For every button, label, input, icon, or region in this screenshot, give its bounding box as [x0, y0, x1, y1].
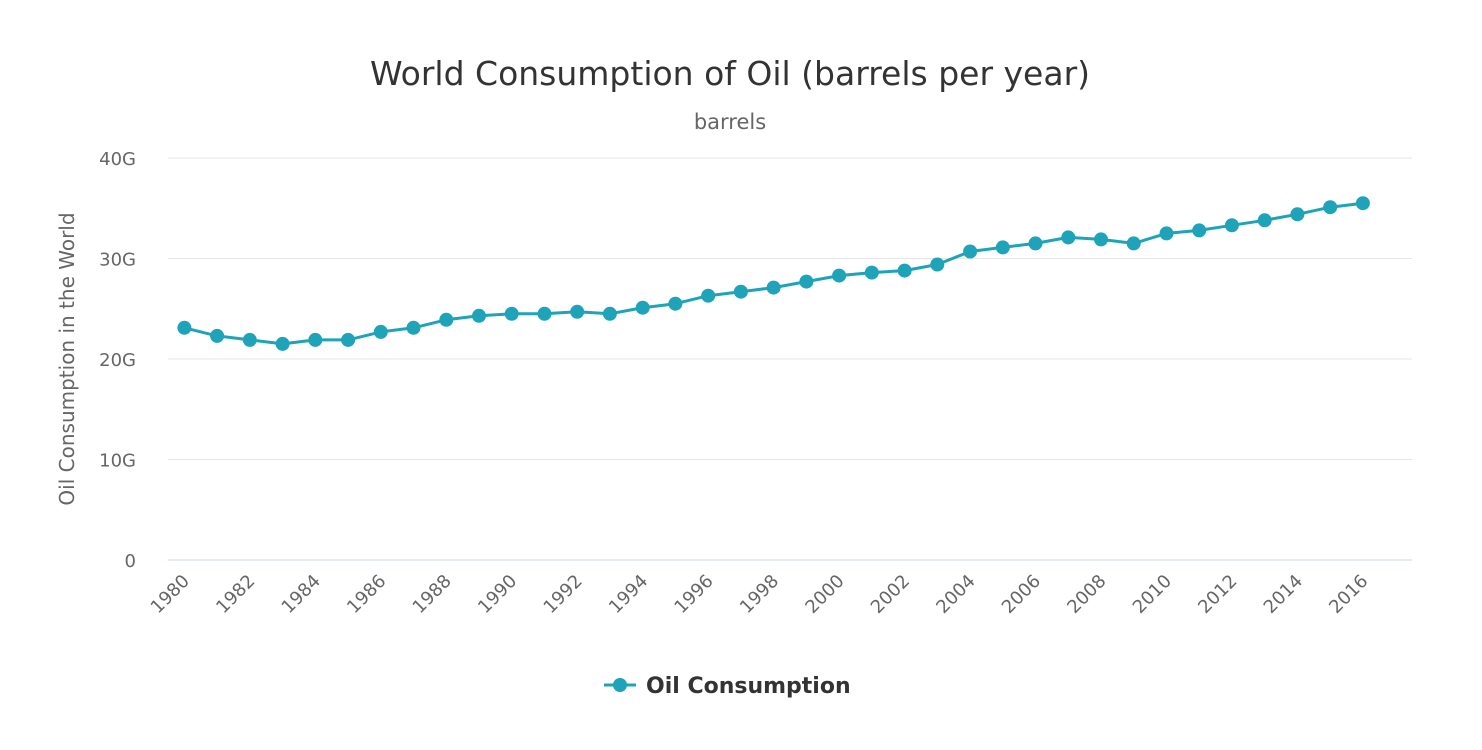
- data-point[interactable]: [1159, 226, 1174, 241]
- data-point[interactable]: [1028, 236, 1043, 251]
- series-oil-consumption: [177, 196, 1370, 351]
- x-tick-label: 2000: [801, 571, 848, 618]
- x-tick-label: 1994: [605, 571, 652, 618]
- data-point[interactable]: [210, 328, 225, 343]
- data-point[interactable]: [635, 300, 650, 315]
- data-point[interactable]: [373, 324, 388, 339]
- data-point[interactable]: [1323, 200, 1338, 215]
- x-tick-label: 1982: [212, 571, 259, 618]
- x-tick-label: 2008: [1063, 571, 1110, 618]
- data-point[interactable]: [1126, 236, 1141, 251]
- chart-subtitle: barrels: [694, 110, 766, 134]
- data-point[interactable]: [242, 332, 257, 347]
- y-tick-label: 0: [125, 551, 136, 572]
- data-point[interactable]: [406, 320, 421, 335]
- chart-title: World Consumption of Oil (barrels per ye…: [370, 54, 1090, 93]
- data-point[interactable]: [275, 336, 290, 351]
- x-tick-label: 2002: [867, 571, 914, 618]
- data-point[interactable]: [897, 263, 912, 278]
- data-point[interactable]: [341, 332, 356, 347]
- x-tick-label: 1992: [540, 571, 587, 618]
- data-point[interactable]: [570, 304, 585, 319]
- x-tick-label: 1996: [670, 571, 717, 618]
- data-point[interactable]: [1355, 196, 1370, 211]
- grid-lines: [168, 157, 1412, 460]
- data-point[interactable]: [602, 306, 617, 321]
- legend-dot-marker: [613, 678, 627, 692]
- data-point[interactable]: [177, 320, 192, 335]
- x-axis-ticks: 1980 1982 1984 1986 1988 1990 1992 1994 1996 1998…: [147, 571, 1373, 618]
- x-tick-label: 1984: [278, 571, 325, 618]
- x-tick-label: 2012: [1194, 571, 1241, 618]
- data-point[interactable]: [504, 306, 519, 321]
- y-tick-label: 30G: [99, 250, 136, 271]
- y-axis-label: Oil Consumption in the World: [55, 212, 79, 505]
- x-tick-label: 2010: [1129, 571, 1176, 618]
- data-point[interactable]: [733, 284, 748, 299]
- data-point[interactable]: [995, 240, 1010, 255]
- data-point[interactable]: [1224, 218, 1239, 233]
- data-point[interactable]: [668, 296, 683, 311]
- legend-label-oil-consumption: Oil Consumption: [646, 674, 851, 699]
- x-tick-label: 2006: [998, 571, 1045, 618]
- data-point[interactable]: [701, 288, 716, 303]
- x-tick-label: 1980: [147, 571, 194, 618]
- x-tick-label: 1986: [343, 571, 390, 618]
- data-point[interactable]: [1257, 213, 1272, 228]
- data-point[interactable]: [1290, 207, 1305, 222]
- y-tick-label: 20G: [99, 350, 136, 371]
- series-line: [184, 201, 1364, 346]
- data-point[interactable]: [1061, 230, 1076, 245]
- y-axis-ticks: 0 10G 20G 30G 40G: [99, 149, 136, 572]
- x-tick-label: 1998: [736, 571, 783, 618]
- data-point[interactable]: [1192, 223, 1207, 238]
- data-point[interactable]: [1094, 232, 1108, 247]
- x-tick-label: 1988: [409, 571, 456, 618]
- data-point[interactable]: [439, 312, 454, 327]
- data-point[interactable]: [799, 274, 814, 289]
- data-point[interactable]: [537, 306, 552, 321]
- x-tick-label: 2014: [1260, 571, 1307, 618]
- x-tick-label: 1990: [474, 571, 521, 618]
- data-point[interactable]: [308, 332, 323, 347]
- data-point[interactable]: [963, 244, 978, 259]
- legend[interactable]: Oil Consumption: [604, 674, 851, 699]
- data-point[interactable]: [472, 308, 486, 323]
- data-point[interactable]: [930, 257, 945, 272]
- x-tick-label: 2016: [1325, 571, 1372, 618]
- x-tick-label: 2004: [932, 571, 979, 618]
- y-tick-label: 40G: [99, 149, 136, 170]
- data-point[interactable]: [832, 268, 847, 283]
- y-tick-label: 10G: [99, 451, 136, 472]
- data-point[interactable]: [864, 265, 879, 280]
- data-point[interactable]: [766, 280, 781, 295]
